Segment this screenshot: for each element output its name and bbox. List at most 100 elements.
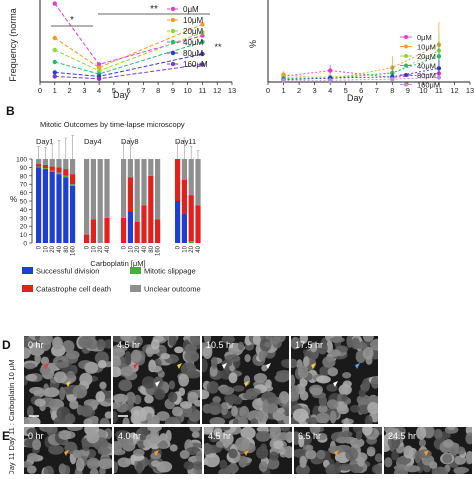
cell-nucleus bbox=[231, 405, 238, 417]
series-lines bbox=[54, 3, 203, 80]
cell-nucleus bbox=[429, 461, 438, 469]
cell-nucleus bbox=[125, 391, 136, 405]
data-point bbox=[200, 22, 205, 27]
data-point bbox=[327, 68, 333, 73]
x-tick-label: 10 bbox=[184, 86, 192, 95]
arrowhead-marker bbox=[222, 363, 227, 369]
cell-nucleus bbox=[240, 427, 256, 440]
arrowhead-marker bbox=[44, 363, 49, 369]
cell-nucleus bbox=[291, 374, 296, 387]
legend-label: 80μM bbox=[183, 49, 204, 58]
legend-swatch bbox=[22, 267, 33, 274]
panel-e-timelapse: E Day 11 : 0 hr 4.0 hr 4.5 hr 6.5 hr 24.5 hr bbox=[2, 427, 472, 476]
cell-nucleus bbox=[295, 464, 311, 474]
bar-segment bbox=[155, 219, 161, 243]
cell-nucleus bbox=[309, 427, 321, 435]
y-tick-label: 60 bbox=[20, 190, 28, 197]
cell-nucleus bbox=[141, 376, 156, 389]
cell-nucleus bbox=[191, 460, 202, 471]
series-line bbox=[283, 44, 440, 80]
cell-nucleus bbox=[164, 416, 181, 424]
cell-nucleus bbox=[244, 354, 251, 363]
bar-segment bbox=[121, 217, 127, 243]
cell-nucleus bbox=[151, 460, 161, 467]
series-line bbox=[54, 23, 203, 69]
series-line bbox=[283, 70, 439, 78]
cell-nucleus bbox=[87, 460, 102, 467]
cell-nucleus bbox=[283, 415, 289, 424]
panel-d-side-label: Day 11 : Carboplatin 10 μM bbox=[7, 360, 16, 451]
cell-nucleus bbox=[228, 372, 238, 384]
cell-nucleus bbox=[147, 427, 163, 432]
cell-nucleus bbox=[374, 453, 382, 463]
cell-nucleus bbox=[67, 427, 83, 432]
legend-marker bbox=[404, 63, 408, 68]
category-tick-label: 10 bbox=[91, 245, 97, 252]
cell-nucleus bbox=[65, 350, 80, 360]
arrowhead-marker bbox=[244, 381, 249, 387]
data-point bbox=[52, 70, 57, 75]
cell-nucleus bbox=[404, 465, 421, 473]
category-tick-label: 80 bbox=[64, 245, 70, 252]
cell-nucleus bbox=[255, 446, 269, 460]
bar-segment bbox=[49, 170, 55, 172]
cell-nucleus bbox=[113, 366, 122, 378]
cell-nucleus bbox=[113, 357, 122, 368]
legend-marker bbox=[404, 73, 408, 77]
x-tick-label: 8 bbox=[390, 86, 394, 95]
cell-nucleus bbox=[114, 461, 119, 474]
cell-nucleus bbox=[104, 411, 111, 419]
cell-nucleus bbox=[136, 461, 143, 474]
cell-nucleus bbox=[443, 439, 454, 448]
cell-nucleus bbox=[43, 387, 60, 398]
bar-segment bbox=[90, 159, 96, 220]
cell-nucleus bbox=[338, 384, 352, 396]
legend-marker bbox=[170, 50, 176, 56]
bar-segment bbox=[141, 159, 147, 206]
bar-segment bbox=[36, 167, 42, 243]
data-point bbox=[52, 74, 57, 79]
timelapse-frame: 4.5 hr bbox=[204, 427, 292, 474]
cell-nucleus bbox=[148, 365, 162, 373]
cell-nucleus bbox=[96, 339, 106, 351]
cell-nucleus bbox=[143, 438, 152, 448]
cell-nucleus bbox=[237, 341, 245, 351]
cell-nucleus bbox=[361, 378, 371, 392]
cell-nucleus bbox=[207, 401, 223, 415]
cell-nuclei bbox=[24, 336, 111, 424]
cell-nucleus bbox=[118, 379, 133, 392]
panel-letter-d: D bbox=[2, 338, 11, 352]
cell-nucleus bbox=[156, 411, 170, 422]
data-point bbox=[96, 68, 102, 74]
cell-nucleus bbox=[130, 349, 142, 363]
cell-nucleus bbox=[258, 461, 268, 472]
cell-nucleus bbox=[220, 427, 231, 431]
y-tick-label: 90 bbox=[20, 165, 28, 172]
cell-nucleus bbox=[221, 336, 235, 344]
cell-nucleus bbox=[124, 351, 132, 365]
cell-nucleus bbox=[465, 450, 472, 465]
cell-nucleus bbox=[206, 380, 219, 394]
cell-nucleus bbox=[355, 430, 363, 440]
arrowhead-marker bbox=[334, 450, 339, 456]
cell-nucleus bbox=[235, 437, 250, 451]
series-points bbox=[281, 22, 442, 83]
x-axis-label: Day bbox=[113, 90, 130, 100]
category-tick-label: 0 bbox=[176, 245, 182, 249]
cell-nucleus bbox=[89, 468, 99, 474]
arrowhead-marker bbox=[355, 363, 360, 369]
cell-nucleus bbox=[355, 342, 368, 350]
timelapse-frame: 17.5 hr bbox=[291, 336, 378, 424]
data-point bbox=[200, 39, 205, 45]
cell-nucleus bbox=[416, 427, 427, 440]
cell-nucleus bbox=[204, 427, 214, 435]
cell-nucleus bbox=[209, 417, 226, 424]
cell-nucleus bbox=[58, 463, 67, 474]
bar-segment bbox=[63, 175, 69, 178]
cell-nucleus bbox=[326, 399, 339, 410]
cell-nucleus bbox=[184, 343, 197, 355]
cell-nucleus bbox=[24, 461, 33, 468]
cell-nucleus bbox=[219, 386, 235, 395]
bar-segment bbox=[155, 159, 161, 220]
y-tick-label: 70 bbox=[20, 182, 28, 189]
